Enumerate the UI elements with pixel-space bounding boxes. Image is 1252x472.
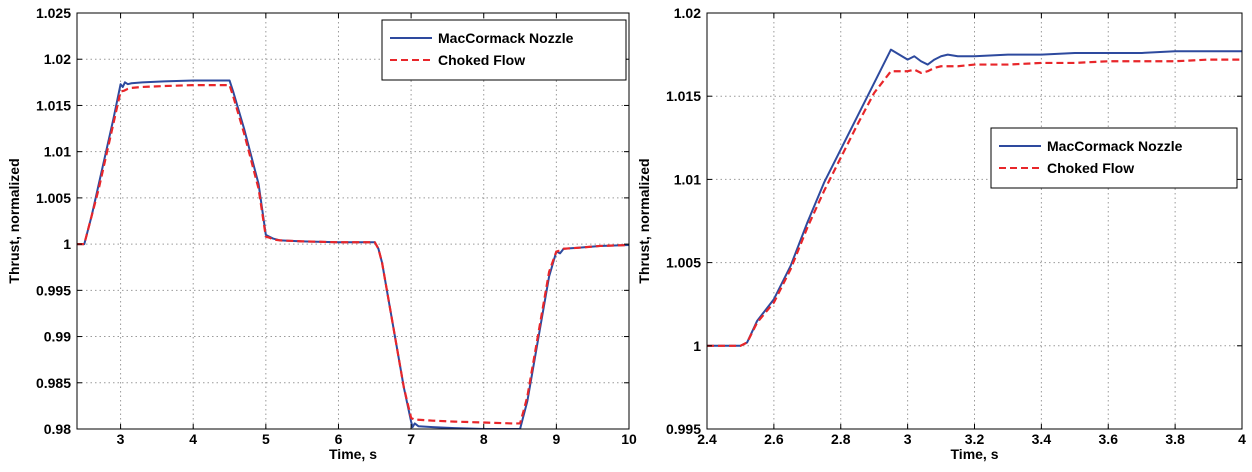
legend-box <box>381 19 627 81</box>
y-tick-label: 1.02 <box>44 51 71 67</box>
y-tick-label: 1.025 <box>36 5 71 21</box>
x-tick-label: 3.6 <box>1099 431 1119 447</box>
y-tick-label: 0.985 <box>36 375 71 391</box>
legend-entry-label: MacCormack Nozzle <box>1047 138 1183 154</box>
x-tick-label: 3 <box>117 431 125 447</box>
x-tick-label: 7 <box>407 431 415 447</box>
series-line-choked-flow <box>77 84 629 425</box>
y-tick-label: 1.01 <box>674 171 701 187</box>
chart-2: 2.4 2.6 2.8 3 3.2 3.4 3.6 3.8 4 0.995 1 1.005 1.01 1.… <box>636 5 1246 462</box>
legend: MacCormack Nozzle Choked Flow <box>990 127 1238 189</box>
y-tick-label: 0.995 <box>36 282 71 298</box>
x-tick-label: 2.4 <box>697 431 717 447</box>
x-tick-label: 10 <box>621 431 637 447</box>
legend-entry-label: MacCormack Nozzle <box>438 30 574 46</box>
plot-area <box>77 13 629 429</box>
legend: MacCormack Nozzle Choked Flow <box>381 19 627 81</box>
x-tick-label: 4 <box>189 431 197 447</box>
y-tick-label: 0.99 <box>44 329 71 345</box>
x-tick-label: 3.8 <box>1165 431 1185 447</box>
x-axis-label: Time, s <box>951 446 999 462</box>
y-tick-label: 1.015 <box>36 97 71 113</box>
x-axis-label: Time, s <box>329 446 377 462</box>
chart-1: 3 4 5 6 7 8 9 10 0.98 0.985 0.99 0.995 1 1.005 1.01 1.0… <box>6 5 637 462</box>
y-tick-label: 1.015 <box>666 88 701 104</box>
series-line-choked-flow <box>707 58 1242 347</box>
y-tick-label: 1.005 <box>36 190 71 206</box>
x-tick-label: 6 <box>335 431 343 447</box>
y-tick-label: 0.995 <box>666 421 701 437</box>
x-tick-label: 2.8 <box>831 431 851 447</box>
legend-entry-label: Choked Flow <box>438 52 525 68</box>
y-tick-label: 1.02 <box>674 5 701 21</box>
axes-frame <box>76 12 630 430</box>
x-tick-label: 4 <box>1238 431 1246 447</box>
legend-entry-label: Choked Flow <box>1047 160 1134 176</box>
y-tick-label: 1 <box>693 338 701 354</box>
x-tick-label: 9 <box>552 431 560 447</box>
x-tick-label: 8 <box>480 431 488 447</box>
y-tick-label: 1.01 <box>44 144 71 160</box>
y-tick-label: 1.005 <box>666 255 701 271</box>
x-tick-label: 3 <box>904 431 912 447</box>
x-tick-label: 2.6 <box>764 431 784 447</box>
legend-box <box>990 127 1238 189</box>
y-tick-label: 0.98 <box>44 421 71 437</box>
series-line-maccormack-nozzle <box>707 48 1242 347</box>
y-axis-label: Thrust, normalized <box>6 158 22 283</box>
x-tick-label: 3.2 <box>965 431 985 447</box>
x-tick-label: 5 <box>262 431 270 447</box>
y-axis-label: Thrust, normalized <box>636 158 652 283</box>
y-tick-label: 1 <box>63 236 71 252</box>
x-tick-label: 3.4 <box>1032 431 1052 447</box>
